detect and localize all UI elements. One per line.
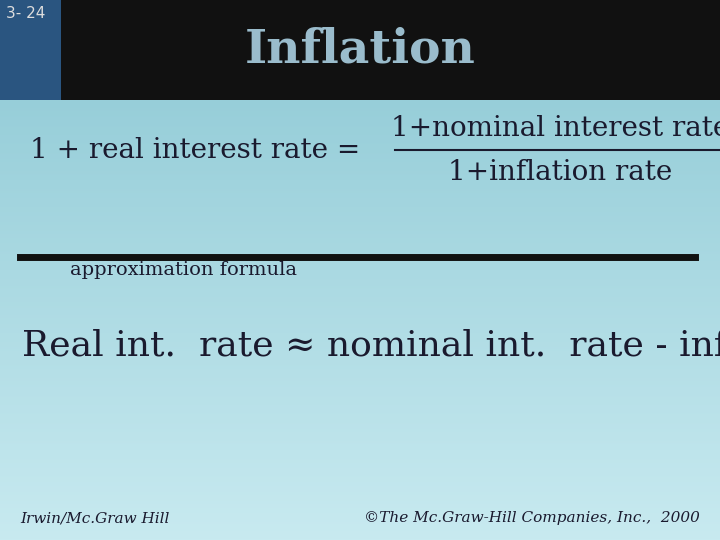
Text: Inflation: Inflation (245, 27, 475, 73)
Text: 1+inflation rate: 1+inflation rate (448, 159, 672, 186)
Text: 1+nominal interest rate: 1+nominal interest rate (391, 114, 720, 141)
Text: 3- 24: 3- 24 (6, 6, 45, 21)
Bar (0, 0, 720, 100)
Text: Real int.  rate ≈ nominal int.  rate - inflation rate: Real int. rate ≈ nominal int. rate - inf… (22, 328, 720, 362)
Text: ©The Mc.Graw-Hill Companies, Inc.,  2000: ©The Mc.Graw-Hill Companies, Inc., 2000 (364, 511, 700, 525)
Text: Irwin/Mc.Graw Hill: Irwin/Mc.Graw Hill (20, 511, 169, 525)
Bar (0, 0, 61, 100)
Text: 1 + real interest rate =: 1 + real interest rate = (30, 137, 369, 164)
Text: approximation formula: approximation formula (70, 261, 297, 279)
